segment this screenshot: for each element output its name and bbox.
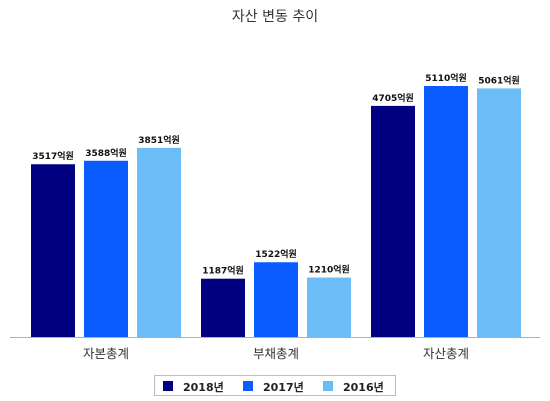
- legend-label-2018: 2018년: [183, 381, 224, 394]
- bar-3-2: [424, 86, 468, 337]
- category-label-2: 부채총계: [253, 346, 299, 361]
- chart-title: 자산 변동 추이: [231, 9, 319, 25]
- data-label-2-1: 1187억원: [202, 265, 244, 277]
- bar-2-2: [254, 262, 298, 337]
- legend: 2018년 2017년 2016년: [154, 375, 396, 396]
- bar-1-3: [137, 147, 181, 337]
- bar-1-2: [84, 160, 128, 337]
- data-label-3-2: 5110억원: [425, 72, 467, 84]
- data-label-1-3: 3851억원: [138, 134, 180, 146]
- bar-3-1: [371, 105, 415, 338]
- legend-swatch-2018: [163, 381, 173, 391]
- legend-label-2017: 2017년: [263, 381, 304, 394]
- bar-3-3: [477, 88, 521, 337]
- data-label-3-3: 5061억원: [478, 74, 520, 86]
- category-label-3: 자산총계: [423, 346, 469, 361]
- data-label-2-2: 1522억원: [255, 248, 297, 260]
- legend-label-2016: 2016년: [343, 381, 384, 394]
- legend-swatch-2016: [323, 381, 333, 391]
- bar-1-1: [31, 164, 75, 337]
- legend-swatch-2017: [243, 381, 253, 391]
- data-label-1-1: 3517억원: [32, 150, 74, 162]
- bar-2-3: [307, 277, 351, 337]
- data-label-1-2: 3588억원: [85, 147, 127, 159]
- data-label-3-1: 4705억원: [372, 92, 414, 104]
- bar-2-1: [201, 278, 245, 337]
- data-label-2-3: 1210억원: [308, 264, 350, 276]
- category-label-1: 자본총계: [83, 346, 129, 361]
